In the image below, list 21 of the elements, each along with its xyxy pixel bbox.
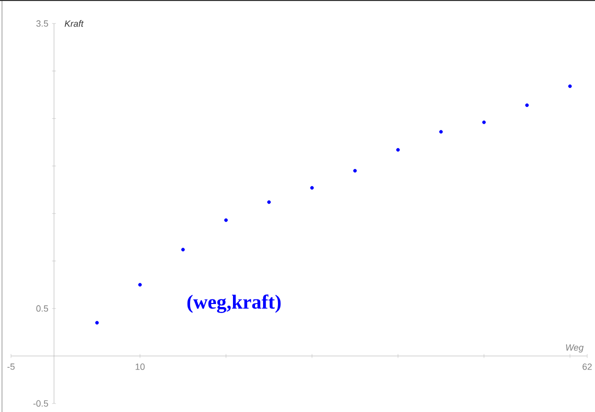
point	[568, 84, 572, 88]
text: (weg,kraft)	[187, 294, 281, 313]
y-axis-title: Kraft	[64, 20, 84, 27]
point	[525, 103, 529, 107]
x-tick-label: -5	[7, 364, 15, 370]
point	[482, 120, 486, 124]
x-axis-title: Weg	[566, 344, 584, 352]
point	[310, 186, 314, 190]
point	[138, 282, 142, 287]
point	[396, 148, 400, 152]
point	[95, 320, 99, 325]
x-tick-label: 10	[136, 364, 145, 370]
point	[267, 200, 271, 204]
y-tick-label: 0.5	[36, 305, 48, 312]
x-tick-label: 62	[582, 364, 592, 370]
y-tick-label: -0.5	[33, 400, 48, 407]
point	[353, 168, 357, 173]
point	[224, 218, 228, 222]
point	[439, 130, 443, 134]
point	[181, 248, 185, 252]
y-tick-label: 3.5	[36, 20, 48, 27]
